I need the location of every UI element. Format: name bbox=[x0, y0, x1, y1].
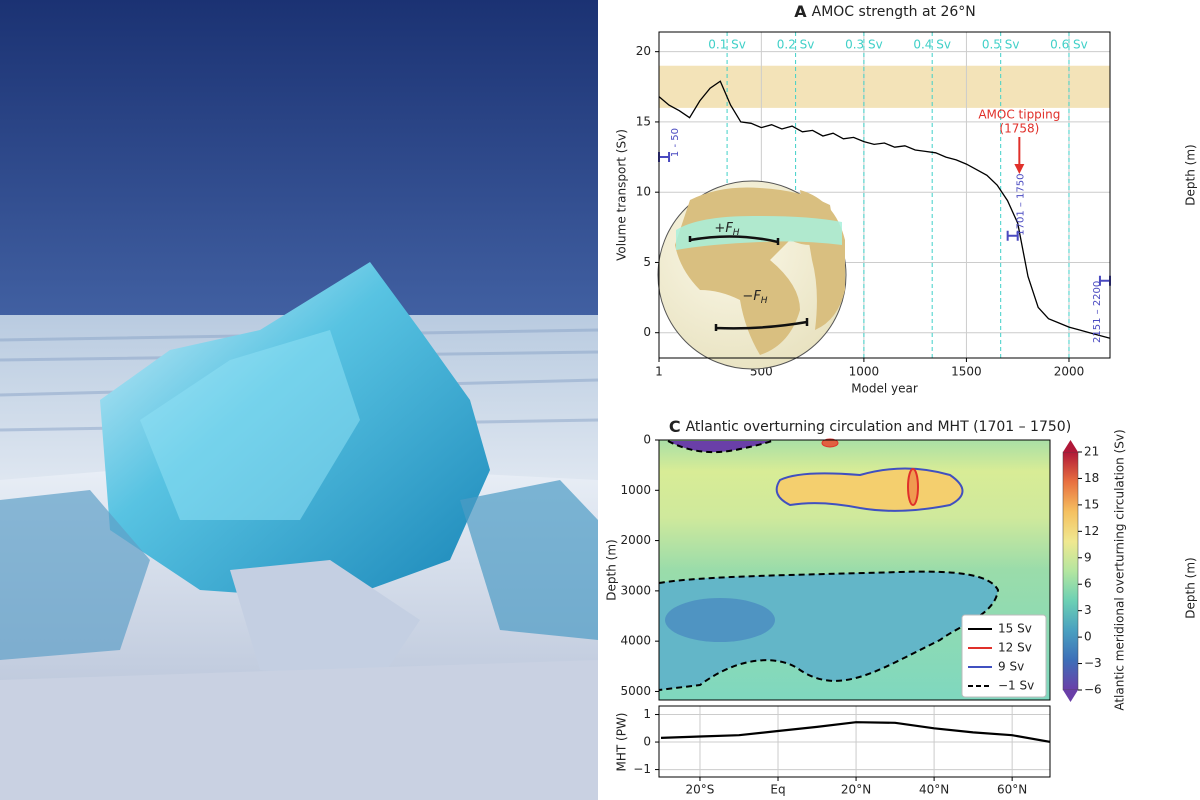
y-tick-label: 3000 bbox=[620, 583, 651, 597]
interval-label: 2151 – 2200 bbox=[1092, 281, 1103, 343]
top-tick-label: 0.6 Sv bbox=[1050, 38, 1088, 52]
colorbar-tick-label: 15 bbox=[1084, 497, 1099, 511]
globe-inset: +FH−FH bbox=[657, 180, 847, 370]
inset-label: +FH bbox=[714, 221, 739, 238]
top-tick-label: 0.2 Sv bbox=[777, 38, 815, 52]
colorbar bbox=[1062, 451, 1079, 691]
colorbar-extend bbox=[1063, 690, 1078, 702]
plot-frame bbox=[658, 31, 1111, 359]
y-tick-label: 0 bbox=[643, 325, 651, 339]
x-tick-label: 20°N bbox=[841, 783, 871, 797]
y-tick-label: 2000 bbox=[620, 533, 651, 547]
inset-label-main: +F bbox=[714, 221, 733, 236]
colorbar-tick-label: 12 bbox=[1084, 524, 1099, 538]
interval-label: 1701 – 1750 bbox=[1016, 173, 1027, 235]
colorbar-tick-label: 18 bbox=[1084, 471, 1099, 485]
y-tick-label: 20 bbox=[636, 44, 651, 58]
amoc-line bbox=[658, 80, 1111, 339]
x-tick-label: 2000 bbox=[1054, 365, 1085, 379]
colorbar-tick-label: 3 bbox=[1084, 603, 1092, 617]
y-tick-label: 1000 bbox=[620, 483, 651, 497]
core-12 bbox=[907, 468, 919, 506]
panel-label: C bbox=[669, 417, 681, 436]
colorbar-extend bbox=[1063, 440, 1078, 452]
top-tick-label: 0.4 Sv bbox=[913, 38, 951, 52]
x-axis-label: Model year bbox=[851, 382, 918, 396]
colorbar-tick-label: −6 bbox=[1084, 683, 1102, 697]
annotation-text: (1758) bbox=[999, 122, 1039, 136]
colorbar-tick-label: 0 bbox=[1084, 630, 1092, 644]
plot-frame bbox=[658, 705, 1051, 778]
y-tick-label: 15 bbox=[636, 114, 651, 128]
x-tick-label: 40°N bbox=[919, 783, 949, 797]
interval-bar bbox=[1006, 230, 1019, 241]
chart-title: A AMOC strength at 26°N bbox=[794, 2, 976, 21]
chart-title: C Atlantic overturning circulation and MH… bbox=[669, 417, 1071, 436]
annotation-text: AMOC tipping bbox=[978, 108, 1060, 122]
colorbar-tick-label: 9 bbox=[1084, 550, 1092, 564]
colorbar-label: Atlantic meridional overturning circulat… bbox=[1113, 429, 1127, 710]
legend-label: 12 Sv bbox=[998, 641, 1032, 655]
photo bbox=[0, 0, 599, 800]
x-tick-label: 1000 bbox=[849, 365, 880, 379]
y-tick-label: 0 bbox=[643, 433, 651, 447]
colorbar-tick-label: −3 bbox=[1084, 656, 1102, 670]
legend-box bbox=[961, 614, 1047, 698]
y-tick-label: 1 bbox=[643, 707, 651, 721]
observed-band bbox=[659, 65, 1110, 108]
legend-label: 15 Sv bbox=[998, 622, 1032, 636]
y-tick-label: 5 bbox=[643, 255, 651, 269]
y-tick-label: 10 bbox=[636, 185, 651, 199]
x-tick-label: 1500 bbox=[951, 365, 982, 379]
surface-neg bbox=[667, 440, 773, 454]
x-tick-label: Eq bbox=[770, 783, 785, 797]
surface-12 bbox=[821, 438, 839, 448]
mht-line bbox=[660, 721, 1050, 744]
top-tick-label: 0.1 Sv bbox=[708, 38, 746, 52]
region-bar bbox=[688, 235, 780, 245]
colorbar-tick-label: 21 bbox=[1084, 445, 1099, 459]
y-tick-label: 0 bbox=[643, 735, 651, 749]
legend: 15 Sv 12 Sv 9 Sv −1 Sv bbox=[961, 614, 1047, 698]
legend-label: 9 Sv bbox=[998, 660, 1024, 674]
x-tick-label: 20°S bbox=[686, 783, 715, 797]
x-tick-label: 60°N bbox=[997, 783, 1027, 797]
region-bar bbox=[714, 318, 809, 331]
y-tick-label: 5000 bbox=[620, 684, 651, 698]
interval-label: 1 - 50 bbox=[670, 128, 681, 157]
inset-label: −FH bbox=[742, 289, 767, 306]
forcing-region bbox=[676, 215, 842, 250]
y-tick-label: 4000 bbox=[620, 634, 651, 648]
y-axis-label: Depth (m) bbox=[605, 539, 619, 600]
y-axis-label: Volume transport (Sv) bbox=[615, 129, 629, 261]
top-tick-label: 0.5 Sv bbox=[982, 38, 1020, 52]
top-tick-label: 0.3 Sv bbox=[845, 38, 883, 52]
legend-label: −1 Sv bbox=[998, 679, 1034, 693]
y-axis-label: MHT (PW) bbox=[615, 713, 629, 772]
annotation-arrowhead bbox=[1014, 164, 1025, 174]
edge-label: Depth (m) bbox=[1184, 557, 1198, 618]
contour-neg bbox=[658, 570, 1000, 691]
inset-label-main: −F bbox=[742, 289, 761, 304]
deep-core bbox=[665, 598, 775, 642]
title-text: Atlantic overturning circulation and MHT… bbox=[686, 419, 1072, 435]
title-text: AMOC strength at 26°N bbox=[812, 4, 976, 20]
inset-label-sub: H bbox=[733, 228, 740, 238]
plot-frame bbox=[658, 439, 1051, 701]
x-tick-label: 1 bbox=[655, 365, 663, 379]
panel-label: A bbox=[794, 2, 807, 21]
inset-label-sub: H bbox=[761, 296, 768, 306]
colorbar-tick-label: 6 bbox=[1084, 577, 1092, 591]
y-tick-label: −1 bbox=[633, 762, 651, 776]
edge-label: Depth (m) bbox=[1184, 144, 1198, 205]
